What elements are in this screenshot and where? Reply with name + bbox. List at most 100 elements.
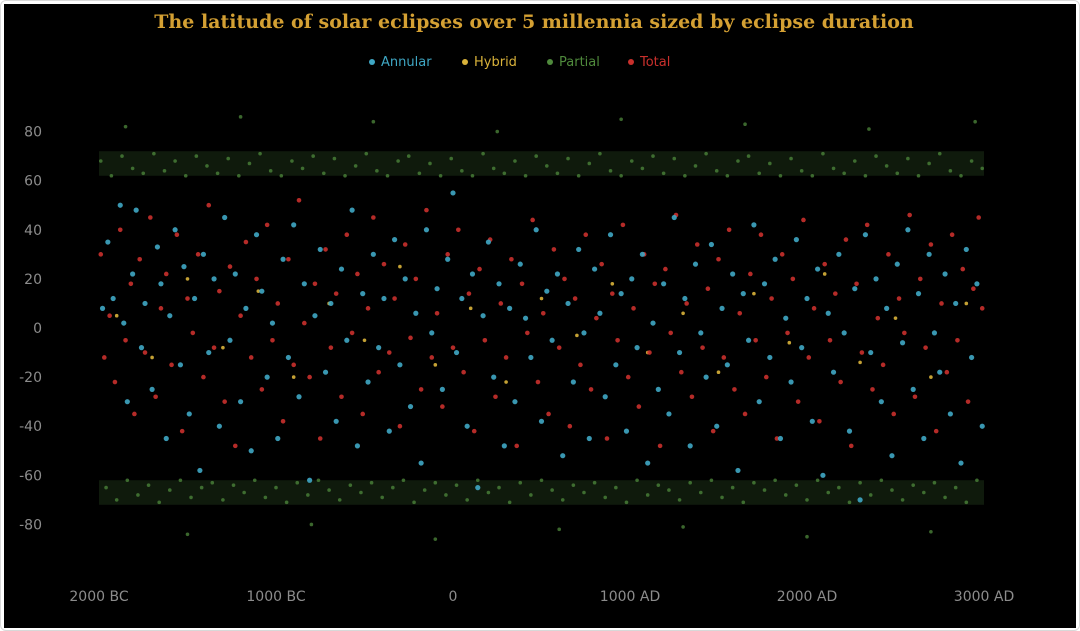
point-partial [444,493,448,497]
point-partial [199,485,204,490]
point-annular [921,435,927,442]
point-partial [316,478,321,483]
point-total [774,436,780,441]
point-total [971,286,976,292]
point-total [169,362,174,368]
legend-marker-partial [547,59,553,65]
point-partial [725,173,730,178]
point-partial [645,493,650,497]
point-partial [375,169,379,173]
point-partial [937,151,942,156]
point-annular [222,214,228,221]
y-tick-label: -40 [19,419,42,435]
point-total [535,379,541,385]
point-annular [846,428,853,434]
point-partial [608,169,613,173]
point-annular [269,320,276,326]
point-partial [773,478,777,483]
point-annular [200,251,207,257]
point-annular [915,291,922,297]
point-partial [185,532,190,537]
point-annular [830,369,837,375]
point-annular [376,345,382,351]
point-total [158,306,164,311]
point-annular [969,354,975,361]
point-annular [554,271,561,277]
point-annular [698,330,704,336]
series-total [98,198,985,449]
point-annular [124,399,130,405]
point-partial [656,483,661,487]
point-partial [157,500,161,505]
point-annular [714,423,720,429]
point-total [827,337,833,343]
point-total [509,256,514,262]
point-partial [279,173,284,178]
point-total [758,232,764,237]
point-partial [321,171,326,176]
point-total [365,306,371,311]
point-total [567,423,573,429]
point-partial [534,154,538,158]
x-tick-label: 2000 AD [777,589,837,605]
point-total [424,207,429,213]
point-partial [194,154,199,158]
point-total [896,296,902,301]
point-partial [168,488,172,492]
point-annular [586,435,592,442]
point-partial [743,122,747,126]
point-partial [629,159,634,163]
point-annular [275,435,281,442]
point-annular [259,288,265,294]
point-annular [280,256,286,262]
point-partial [704,151,708,156]
point-total [477,266,482,272]
point-partial [598,151,602,156]
point-total [917,276,923,282]
point-total [790,276,796,282]
point-annular [167,313,173,319]
point-hybrid [362,338,367,343]
point-annular [423,227,430,233]
point-partial [152,151,156,156]
point-total [148,215,153,220]
point-annular [121,320,127,326]
point-total [195,252,201,257]
point-partial [422,488,427,492]
point-annular [485,239,491,245]
point-total [254,276,259,282]
point-partial [173,159,177,163]
point-hybrid [291,375,296,379]
point-partial [815,478,820,483]
point-partial [699,490,703,495]
point-partial [571,483,576,487]
point-partial [900,498,905,502]
point-annular [602,394,608,400]
point-partial [359,490,363,495]
point-total [785,330,790,336]
point-annular [815,266,821,272]
point-partial [757,171,762,176]
point-partial [863,173,868,178]
point-total [98,252,104,257]
point-partial [720,495,724,500]
point-total [185,296,190,301]
point-annular [804,295,810,302]
point-total [615,337,620,343]
point-partial [300,166,305,171]
point-partial [895,171,900,176]
y-tick-label: 40 [24,223,42,239]
point-total [498,301,504,306]
point-partial [783,493,788,497]
scatter-chart: The latitude of solar eclipses over 5 mi… [19,11,1014,605]
point-total [822,261,827,267]
point-partial [582,490,586,495]
point-total [434,310,440,316]
point-total [392,296,397,301]
point-annular [354,443,361,449]
point-partial [258,151,262,156]
point-annular [206,349,212,356]
point-partial [364,151,369,156]
y-tick-label: -60 [19,468,42,484]
point-total [748,271,753,277]
